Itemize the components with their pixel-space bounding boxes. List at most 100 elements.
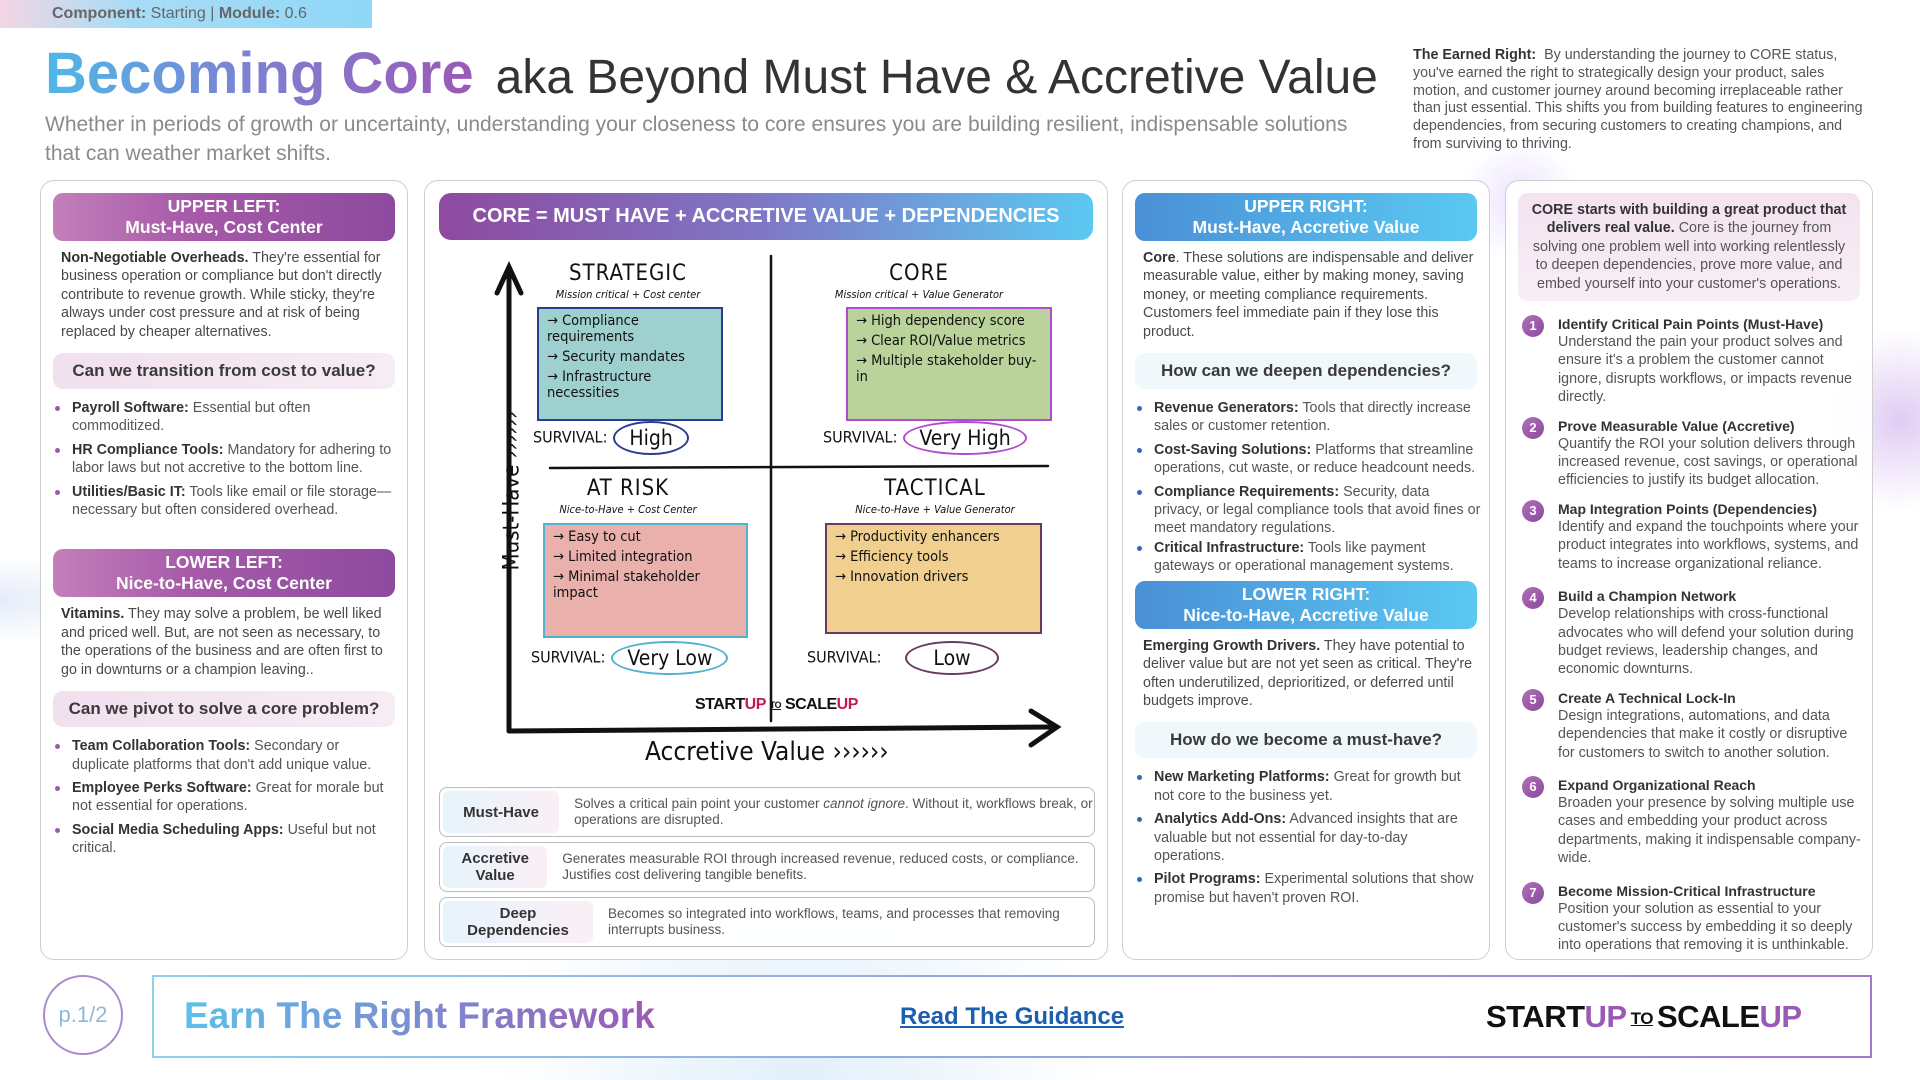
b: Critical Infrastructure: <box>1154 539 1305 556</box>
header-line: Must-Have, Cost Center <box>125 217 323 237</box>
survival-value: Very High <box>903 421 1027 455</box>
tactical-box: → Productivity enhancers → Efficiency too… <box>825 523 1042 634</box>
journey-step: 3 Map Integration Points (Dependencies) Id… <box>1506 499 1872 573</box>
lower-left-description: Vitamins. They may solve a problem, be w… <box>41 597 407 679</box>
lower-right-header: LOWER RIGHT: Nice-to-Have, Accretive Valu… <box>1135 580 1477 629</box>
intro-text: Core is the journey from solving one pro… <box>1532 220 1846 292</box>
definition: Solves a critical pain point your custom… <box>562 796 1094 828</box>
lead: Non-Negotiable Overheads. <box>61 250 249 266</box>
list-item: Pilot Programs: Experimental solutions t… <box>1137 870 1481 907</box>
logo-part: UP <box>1584 999 1628 1034</box>
b: HR Compliance Tools: <box>72 441 224 458</box>
tactical-title: TACTICAL <box>884 476 986 501</box>
read-guidance-link[interactable]: Read The Guidance <box>900 1003 1125 1030</box>
definition-deep-dependencies: Deep Dependencies Becomes so integrated i… <box>439 897 1095 947</box>
b: Compliance Requirements: <box>1154 483 1340 500</box>
left-panel: UPPER LEFT: Must-Have, Cost Center Non-Ne… <box>40 180 408 960</box>
lower-right-question: How do we become a must-have? <box>1135 722 1477 759</box>
step-number-badge: 1 <box>1522 315 1544 338</box>
t: Tools like payment gateways or operation… <box>1154 539 1454 575</box>
survival-value: Low <box>905 641 999 675</box>
upper-left-description: Non-Negotiable Overheads. They're essent… <box>41 241 407 341</box>
header-line: LOWER LEFT: <box>165 552 283 573</box>
footer-bar: Earn The Right Framework Read The Guidan… <box>152 975 1872 1058</box>
step-text: Broaden your presence by solving multipl… <box>1558 794 1861 867</box>
core-subtitle: Mission critical + Value Generator <box>834 288 1004 301</box>
upper-right-question: How can we deepen dependencies? <box>1135 353 1477 390</box>
step-title: Expand Organizational Reach <box>1558 776 1756 793</box>
definition: Becomes so integrated into workflows, te… <box>608 906 1060 937</box>
journey-step: 4 Build a Champion Network Develop relatio… <box>1506 587 1872 679</box>
text: They're essential for business operation… <box>61 250 382 340</box>
step-text: Develop relationships with cross-functio… <box>1558 606 1854 678</box>
x-axis-arrowhead <box>1028 708 1062 748</box>
earned-right-label: The Earned Right: <box>1413 47 1537 63</box>
list-item: Payroll Software: Essential but often co… <box>55 399 399 436</box>
journey-step: 6 Expand Organizational Reach Broaden your… <box>1506 775 1872 868</box>
list-item: Employee Perks Software: Great for moral… <box>55 779 399 816</box>
step-text: Understand the pain your product solves … <box>1558 334 1853 406</box>
header-line: Nice-to-Have, Cost Center <box>116 573 332 594</box>
t: Tools that directly increase sales or cu… <box>1154 400 1471 435</box>
list-item: HR Compliance Tools: Mandatory for adher… <box>55 441 399 478</box>
step-text: Position your solution as essential to y… <box>1558 900 1853 954</box>
step-number-badge: 2 <box>1522 416 1544 439</box>
text: They may solve a problem, be well liked … <box>61 606 383 678</box>
term: Must-Have <box>443 791 560 833</box>
component-module-tag: Component: Starting | Module: 0.6 <box>0 0 372 28</box>
term: Deep Dependencies <box>443 901 593 943</box>
item: → Innovation drivers <box>835 569 969 585</box>
t: Experimental solutions that show promise… <box>1154 871 1474 906</box>
b: Payroll Software: <box>72 400 189 417</box>
upper-left-bullets: Payroll Software: Essential but often co… <box>41 389 407 519</box>
horizontal-divider <box>548 464 1050 470</box>
step-number-badge: 7 <box>1522 881 1544 904</box>
step-title: Identify Critical Pain Points (Must-Have… <box>1558 316 1824 333</box>
logo-part: TO <box>769 699 782 710</box>
b: Revenue Generators: <box>1154 400 1299 417</box>
item: → Multiple stakeholder buy-in <box>856 353 1037 385</box>
list-item: Revenue Generators: Tools that directly … <box>1137 399 1481 436</box>
header-line: Nice-to-Have, Accretive Value <box>1183 604 1429 625</box>
step-title: Prove Measurable Value (Accretive) <box>1558 417 1795 434</box>
x-axis-label: Accretive Value ›››››› <box>645 737 889 767</box>
upper-right-description: Core. These solutions are indispensable … <box>1123 241 1489 341</box>
upper-left-header: UPPER LEFT: Must-Have, Cost Center <box>53 193 395 241</box>
list-item: Critical Infrastructure: Tools like paym… <box>1137 539 1481 576</box>
at-risk-subtitle: Nice-to-Have + Cost Center <box>559 503 697 516</box>
startup-to-scaleup-logo: STARTUP TO SCALEUP <box>1486 999 1802 1035</box>
core-title: CORE <box>889 261 949 286</box>
def-text: Solves a critical pain point your custom… <box>574 796 824 811</box>
page-indicator: p.1/2 <box>43 975 123 1055</box>
strategic-box: → Compliance requirements → Security mand… <box>537 307 723 421</box>
lower-left-bullets: Team Collaboration Tools: Secondary or d… <box>41 727 407 857</box>
earned-right-note: The Earned Right: By understanding the j… <box>1413 47 1868 154</box>
item: → Compliance requirements <box>547 313 639 345</box>
t: Platforms that streamline operations, cu… <box>1154 441 1476 477</box>
step-number-badge: 6 <box>1522 775 1544 798</box>
lead: Core <box>1143 250 1176 266</box>
core-equation-header: CORE = MUST HAVE + ACCRETIVE VALUE + DEP… <box>439 193 1093 240</box>
step-number-badge: 3 <box>1522 499 1544 522</box>
framework-title: Earn The Right Framework <box>184 995 655 1036</box>
logo-part: TO <box>1630 1008 1654 1028</box>
step-title: Create A Technical Lock-In <box>1558 689 1736 706</box>
term: Accretive Value <box>443 846 548 888</box>
survival-label: SURVIVAL: <box>823 427 898 447</box>
startup-to-scaleup-logo: STARTUP TO SCALEUP <box>695 696 858 714</box>
logo-part: START <box>1486 999 1585 1034</box>
page-title: Becoming Core aka Beyond Must Have & Accr… <box>45 40 1378 107</box>
step-title: Map Integration Points (Dependencies) <box>1558 500 1818 517</box>
t: Great for growth but not core to the bus… <box>1154 769 1461 804</box>
list-item: Utilities/Basic IT: Tools like email or … <box>55 483 399 520</box>
upper-right-bullets: Revenue Generators: Tools that directly … <box>1123 389 1489 576</box>
tactical-subtitle: Nice-to-Have + Value Generator <box>855 503 1015 516</box>
item: → High dependency score <box>856 313 1025 329</box>
strategic-survival: SURVIVAL: High <box>533 421 689 455</box>
header-line: UPPER LEFT: <box>167 196 281 216</box>
b: New Marketing Platforms: <box>1154 769 1330 786</box>
journey-step: 7 Become Mission-Critical Infrastructure P… <box>1506 881 1872 955</box>
t: Essential but often commoditized. <box>72 400 311 435</box>
step-title: Become Mission-Critical Infrastructure <box>1558 882 1816 899</box>
header-line: Must-Have, Accretive Value <box>1192 217 1420 237</box>
